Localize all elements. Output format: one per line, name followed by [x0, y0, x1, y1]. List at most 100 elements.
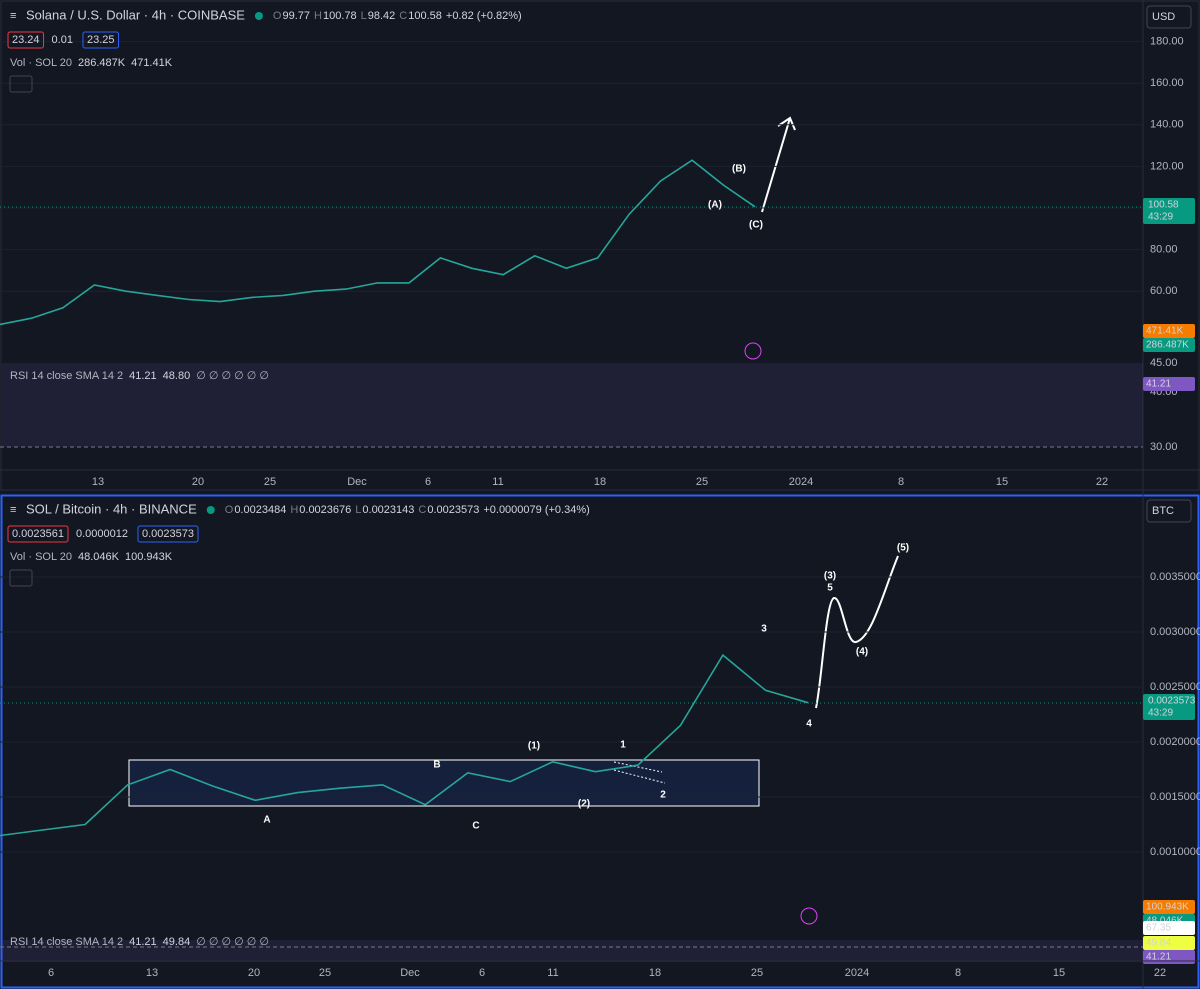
rsi-badge-bg — [1143, 377, 1195, 391]
x-tick-label: 15 — [1053, 967, 1065, 979]
x-tick-label: Dec — [347, 476, 367, 488]
ask: 23.25 — [87, 34, 115, 46]
x-tick-label: 18 — [594, 476, 606, 488]
wedge-lines — [613, 761, 666, 784]
wave-label: 3 — [761, 624, 767, 635]
ask: 0.0023573 — [142, 528, 194, 540]
x-tick-label: 22 — [1154, 967, 1166, 979]
ohlc-value: 0.0023484 — [234, 504, 286, 516]
wave-label: B — [433, 760, 440, 771]
y-tick-label: 0.0025000 — [1150, 681, 1200, 693]
volume-badge-bg — [1143, 324, 1195, 338]
y-tick-label: 140.00 — [1150, 119, 1184, 131]
rsi-badge: 41.21 — [1146, 379, 1171, 390]
bid-box[interactable] — [7, 525, 69, 543]
rsi-extras: ∅ ∅ ∅ ∅ ∅ ∅ — [196, 370, 269, 382]
wave-label: (C) — [749, 220, 763, 231]
ohlc-value: 99.77 — [282, 10, 310, 22]
y-tick-label: 180.00 — [1150, 36, 1184, 48]
y-tick-label: 80.00 — [1150, 244, 1178, 256]
status-dot — [206, 506, 215, 514]
spread: 0.0000012 — [76, 528, 128, 540]
rsi-badge: 67.35 — [1146, 923, 1171, 934]
x-tick-label: 8 — [898, 476, 904, 488]
x-tick-label: 20 — [192, 476, 204, 488]
change: +0.0000079 (+0.34%) — [483, 504, 589, 516]
projection-arrow — [761, 116, 796, 213]
bid: 0.0023561 — [12, 528, 64, 540]
volume-badge-bg — [1143, 900, 1195, 914]
ask-box[interactable] — [137, 525, 199, 543]
rsi-label: RSI 14 close SMA 14 2 — [10, 370, 123, 382]
rsi-badge-bg — [1143, 936, 1195, 950]
menu-icon: ≡ — [10, 504, 16, 516]
ohlc-key: H — [314, 10, 322, 22]
volume-value: 48.046K — [78, 551, 120, 563]
wave-label: (A) — [708, 200, 722, 211]
collapse-button[interactable] — [9, 75, 33, 93]
wave-label: 1 — [620, 740, 626, 751]
x-tick-label: 11 — [547, 967, 558, 979]
price-badge: 0.0023573 — [1148, 696, 1196, 707]
volume-ma-value: 100.943K — [125, 551, 173, 563]
ohlc-value: 0.0023573 — [427, 504, 479, 516]
wave-label: (B) — [732, 164, 746, 175]
price-line — [0, 159, 756, 326]
symbol-title: Solana / U.S. Dollar · 4h · COINBASE — [26, 7, 245, 22]
y-tick-label: 120.00 — [1150, 160, 1184, 172]
ohlc-value: 98.42 — [368, 10, 396, 22]
wave-label: 4 — [806, 719, 812, 730]
alert-icon[interactable] — [800, 907, 818, 925]
x-tick-label: 18 — [649, 967, 661, 979]
top-panel-frame — [0, 0, 1200, 491]
ask-box[interactable] — [82, 31, 119, 49]
x-tick-label: 25 — [319, 967, 331, 979]
change: +0.82 (+0.82%) — [446, 10, 522, 22]
symbol-title: SOL / Bitcoin · 4h · BINANCE — [26, 501, 197, 516]
price-badge-bg — [1143, 198, 1195, 224]
ohlc-key: L — [361, 10, 367, 22]
volume-badge: 286.487K — [1146, 340, 1189, 351]
menu-icon: ≡ — [10, 10, 16, 22]
countdown: 43:29 — [1148, 708, 1173, 719]
x-tick-label: 6 — [48, 967, 54, 979]
y-tick-label: 0.0035000 — [1150, 571, 1200, 583]
currency-button[interactable] — [1146, 499, 1192, 523]
currency-button[interactable] — [1146, 5, 1192, 29]
y-tick-label: 0.0030000 — [1150, 626, 1200, 638]
volume-label: Vol · SOL 20 — [10, 551, 72, 563]
rsi-ma-value: 49.84 — [163, 936, 191, 948]
currency: USD — [1152, 11, 1175, 23]
alert-icon[interactable] — [744, 342, 762, 360]
volume-badge: 100.943K — [1146, 902, 1189, 913]
rsi-value: 41.21 — [129, 370, 157, 382]
x-tick-label: 15 — [996, 476, 1008, 488]
x-tick-label: 13 — [146, 967, 158, 979]
wave-label: 2 — [660, 790, 666, 801]
y-tick-label: 60.00 — [1150, 285, 1178, 297]
bid-box[interactable] — [7, 31, 45, 49]
projection-curve — [815, 555, 899, 709]
range-box — [128, 759, 760, 807]
rsi-extras: ∅ ∅ ∅ ∅ ∅ ∅ — [196, 936, 269, 948]
status-dot — [254, 12, 263, 20]
bid: 23.24 — [12, 34, 40, 46]
y-tick-label: 0.0020000 — [1150, 736, 1200, 748]
x-tick-label: 2024 — [845, 967, 869, 979]
volume-badge-bg — [1143, 338, 1195, 352]
spread: 0.01 — [52, 34, 73, 46]
price-badge-bg — [1143, 694, 1195, 720]
x-tick-label: 13 — [92, 476, 104, 488]
ohlc-key: C — [399, 10, 407, 22]
wave-label: (2) — [578, 799, 590, 810]
ohlc-value: 100.78 — [323, 10, 357, 22]
ohlc-value: 0.0023676 — [299, 504, 351, 516]
y-tick-label: 0.0015000 — [1150, 791, 1200, 803]
volume-badge: 471.41K — [1146, 326, 1184, 337]
collapse-button[interactable] — [9, 569, 33, 587]
x-tick-label: Dec — [400, 967, 420, 979]
volume-ma-value: 471.41K — [131, 57, 173, 69]
rsi-band — [2, 940, 1143, 962]
rsi-ma-value: 48.80 — [163, 370, 191, 382]
